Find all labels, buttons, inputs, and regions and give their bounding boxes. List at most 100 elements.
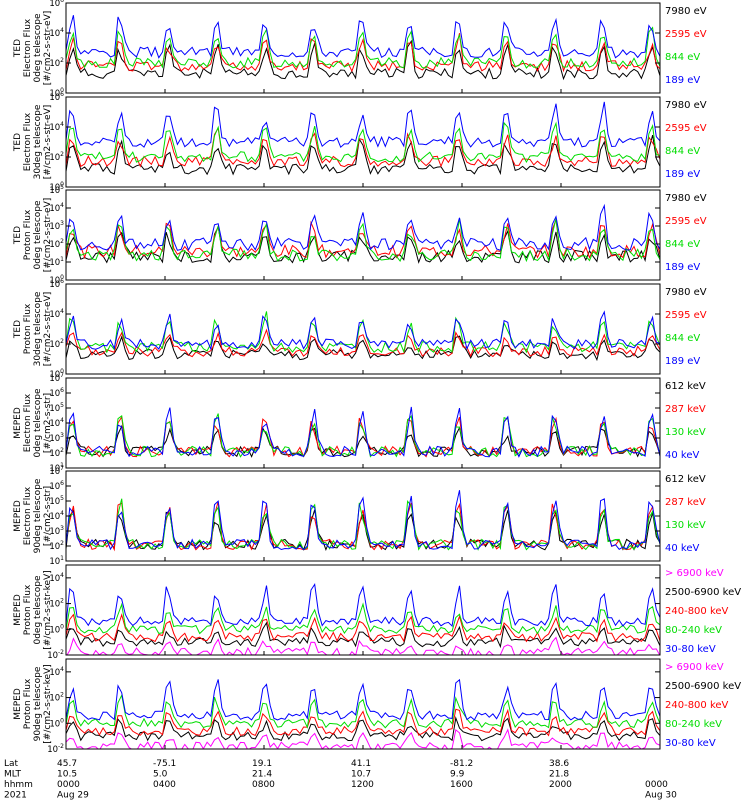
y-axis-label-line: Proton Flux xyxy=(23,678,33,729)
panel-frame xyxy=(65,377,661,469)
panel-series-group xyxy=(66,490,660,552)
y-tick-label-base: 10 xyxy=(49,497,60,507)
legend-entry: 80-240 keV xyxy=(665,625,722,636)
x-tick-label-mlt: 5.0 xyxy=(153,770,168,780)
y-tick-label: 106 xyxy=(49,480,64,492)
y-axis-label-line: [#/cm2-s-str-keV] xyxy=(43,664,53,743)
y-tick-label-exponent: 6 xyxy=(60,387,64,394)
y-tick-label-exponent: 0 xyxy=(60,87,64,94)
y-tick-label-exponent: 2 xyxy=(60,238,64,245)
y-tick-label-exponent: 4 xyxy=(60,417,64,424)
x-tick-label-mlt: 9.9 xyxy=(450,770,465,780)
y-tick-label: 106 xyxy=(49,278,64,290)
x-tick-label-mlt: 21.8 xyxy=(549,770,569,780)
legend-entry: 612 keV xyxy=(665,381,706,392)
y-tick-label-base: 10 xyxy=(49,464,60,474)
series-line-1 xyxy=(66,728,660,749)
y-tick-label: 10-2 xyxy=(47,649,64,661)
series-line-5 xyxy=(66,678,660,721)
y-tick-label-base: 10 xyxy=(49,600,60,610)
footer-row-label: hhmm xyxy=(4,780,33,790)
x-tick-label-lat: 38.6 xyxy=(549,759,569,769)
y-tick-label-exponent: 2 xyxy=(60,692,64,699)
y-tick-label-exponent: 1 xyxy=(60,256,64,263)
series-line-4 xyxy=(66,693,660,729)
series-line-4 xyxy=(66,203,660,252)
x-tick-label-hhmm: 0000 xyxy=(645,780,668,790)
y-axis-label-line: [#/cm2-s-str-eV] xyxy=(43,198,53,273)
y-tick-label: 101 xyxy=(49,462,64,474)
y-tick-label: 100 xyxy=(49,717,64,729)
legend-entry: 7980 eV xyxy=(665,287,707,298)
panel-series-group xyxy=(66,101,660,176)
y-tick-label-base: 10 xyxy=(49,719,60,729)
y-tick-label: 104 xyxy=(49,121,64,133)
legend-entry: > 6900 keV xyxy=(665,568,724,579)
legend-entry: 240-800 keV xyxy=(665,700,729,711)
legend-entry: 2500-6900 keV xyxy=(665,681,741,692)
y-axis-label-line: Proton Flux xyxy=(23,303,33,354)
y-tick-label-base: 10 xyxy=(49,482,60,492)
y-tick-label-exponent: 1 xyxy=(60,555,64,562)
y-tick-label-exponent: 3 xyxy=(60,525,64,532)
y-tick-label-exponent: 0 xyxy=(60,623,64,630)
legend-entry: > 6900 keV xyxy=(665,662,724,673)
y-tick-label: 102 xyxy=(49,447,64,459)
panel-series-group xyxy=(66,203,660,264)
y-tick-label-exponent: 4 xyxy=(60,666,64,673)
y-tick-label-base: 10 xyxy=(49,310,60,320)
y-axis-label-line: 30deg telescope xyxy=(33,104,43,179)
y-tick-label-exponent: 1 xyxy=(60,462,64,469)
y-axis-label-line: Proton Flux xyxy=(23,584,33,635)
y-axis-label-line: Proton Flux xyxy=(23,209,33,260)
y-tick-label-base: 10 xyxy=(49,204,60,214)
y-axis-label-line: Electron Flux xyxy=(23,393,33,452)
y-axis-label-line: Electron Flux xyxy=(23,486,33,545)
y-tick-label-base: 10 xyxy=(49,467,60,477)
legend-entry: 287 keV xyxy=(665,404,706,415)
y-tick-label-exponent: 4 xyxy=(60,572,64,579)
series-line-2 xyxy=(66,328,660,358)
y-tick-label-base: 10 xyxy=(49,404,60,414)
legend-entry: 844 eV xyxy=(665,52,700,63)
series-line-2 xyxy=(66,501,660,552)
y-tick-label-exponent: 5 xyxy=(60,495,64,502)
y-tick-label-base: 10 xyxy=(49,574,60,584)
legend-entry: 2595 eV xyxy=(665,29,707,40)
y-tick-label-base: 10 xyxy=(49,389,60,399)
y-tick-label: 102 xyxy=(49,338,64,350)
y-axis-label: TEDElectron Flux0deg telescope[#/cm2-s-s… xyxy=(13,11,53,86)
series-line-3 xyxy=(66,26,660,69)
x-tick-label-date: Aug 29 xyxy=(57,791,89,800)
y-tick-label-exponent: 0 xyxy=(60,274,64,281)
y-tick-label-base: 10 xyxy=(49,557,60,567)
y-tick-label-base: 10 xyxy=(49,449,60,459)
legend-entry: 189 eV xyxy=(665,262,700,273)
y-axis-label-line: TED xyxy=(13,39,23,58)
legend-entry: 7980 eV xyxy=(665,6,707,17)
series-line-3 xyxy=(66,121,660,164)
y-axis-label-line: 0deg telescope xyxy=(33,388,43,458)
y-tick-label-base: 10 xyxy=(49,370,60,380)
x-tick-label-hhmm: 0800 xyxy=(252,780,275,790)
y-tick-label: 104 xyxy=(49,202,64,214)
y-axis-label: MEPEDElectron Flux0deg telescope[#/cm2-s… xyxy=(13,388,53,458)
y-tick-label: 103 xyxy=(49,432,64,444)
y-tick-label-exponent: 4 xyxy=(60,27,64,34)
legend-entry: 130 keV xyxy=(665,427,706,438)
y-axis-label-line: [#/cm2-s-str] xyxy=(43,393,53,453)
series-line-3 xyxy=(66,498,660,551)
series-line-4 xyxy=(66,310,660,351)
y-tick-label: 103 xyxy=(49,525,64,537)
y-tick-label: 107 xyxy=(49,372,64,384)
y-tick-label: 107 xyxy=(49,465,64,477)
y-tick-label-exponent: 6 xyxy=(60,480,64,487)
y-tick-label-base: 10 xyxy=(49,374,60,384)
y-axis-label-line: 0deg telescope xyxy=(33,575,43,645)
panel-frame xyxy=(65,189,661,281)
y-tick-label-base: 10 xyxy=(49,123,60,133)
y-tick-label-exponent: 4 xyxy=(60,202,64,209)
